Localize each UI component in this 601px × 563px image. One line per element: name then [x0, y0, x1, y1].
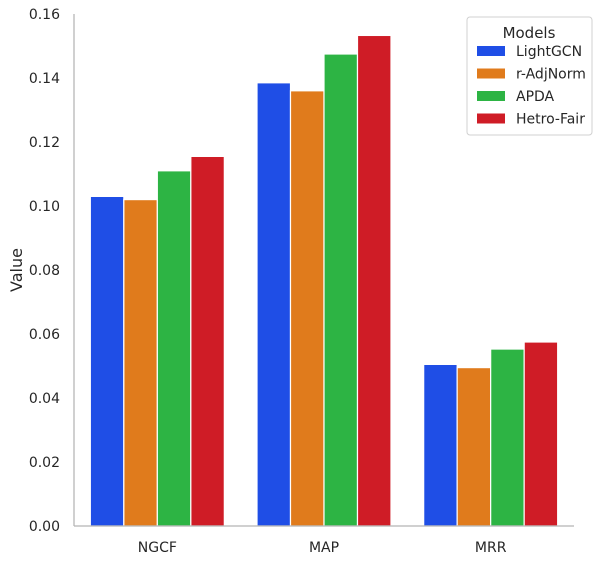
- bar-lightgcn-ngcf: [89, 195, 125, 527]
- y-tick-label: 0.02: [29, 455, 60, 471]
- y-axis-title: Value: [7, 248, 26, 292]
- legend: Models LightGCN r-AdjNorm APDA Hetro-Fair: [466, 16, 593, 136]
- bar-apda-map: [323, 53, 359, 527]
- y-tick-label: 0.14: [29, 71, 60, 87]
- bar-hetro-fair-map: [356, 34, 392, 527]
- bar-lightgcn-map: [256, 82, 292, 527]
- y-tick-label: 0.00: [29, 519, 60, 535]
- y-tick-label: 0.16: [29, 7, 60, 23]
- y-tick-label: 0.12: [29, 135, 60, 151]
- x-tick-label: NGCF: [138, 540, 177, 556]
- y-tick-label: 0.04: [29, 391, 60, 407]
- legend-label: APDA: [516, 89, 555, 105]
- y-ticks: 0.00 0.02 0.04 0.06 0.08 0.10 0.12 0.14 0.16: [29, 7, 60, 535]
- bar-r-adjnorm-map: [289, 90, 325, 527]
- x-tick-label: MAP: [309, 540, 339, 556]
- y-tick-label: 0.06: [29, 327, 60, 343]
- y-tick-label: 0.10: [29, 199, 60, 215]
- bars-layer: [89, 34, 559, 527]
- x-ticks: NGCF MAP MRR: [138, 540, 507, 556]
- y-tick-label: 0.08: [29, 263, 60, 279]
- bar-hetro-fair-mrr: [523, 341, 559, 527]
- legend-label: LightGCN: [516, 44, 582, 60]
- legend-label: Hetro-Fair: [516, 112, 585, 128]
- legend-items: LightGCN r-AdjNorm APDA Hetro-Fair: [477, 44, 586, 128]
- legend-label: r-AdjNorm: [516, 67, 586, 83]
- legend-title: Models: [503, 24, 556, 42]
- bar-r-adjnorm-mrr: [456, 367, 492, 527]
- bar-lightgcn-mrr: [423, 363, 458, 527]
- bar-apda-mrr: [490, 348, 525, 527]
- axes-layer: [73, 14, 574, 527]
- bar-apda-ngcf: [156, 170, 192, 527]
- bar-hetro-fair-ngcf: [190, 155, 225, 527]
- x-tick-label: MRR: [475, 540, 507, 556]
- legend-swatch: [477, 68, 505, 79]
- legend-swatch: [477, 46, 505, 56]
- legend-swatch: [477, 91, 505, 101]
- bar-r-adjnorm-ngcf: [123, 199, 158, 527]
- legend-swatch: [477, 113, 505, 124]
